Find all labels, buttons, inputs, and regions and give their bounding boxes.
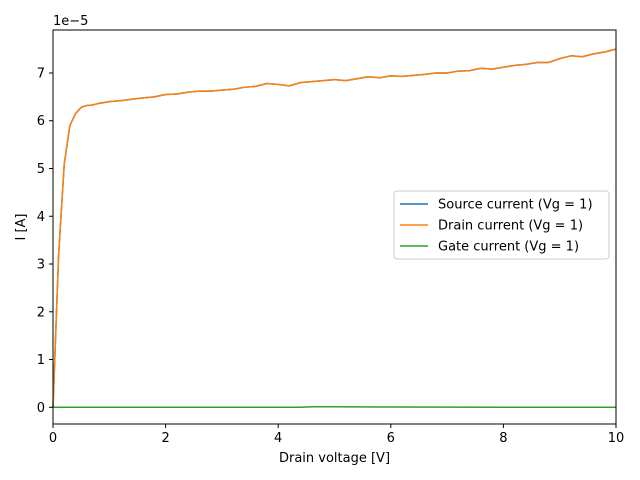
y-tick-label: 1 bbox=[37, 353, 45, 368]
y-tick-label: 7 bbox=[37, 66, 45, 81]
x-tick-label: 8 bbox=[499, 431, 507, 446]
y-tick-label: 0 bbox=[37, 401, 45, 416]
x-tick-label: 10 bbox=[608, 431, 625, 446]
x-axis-ticks: 0 2 4 6 8 10 bbox=[49, 424, 624, 446]
series-line-2 bbox=[52, 48, 617, 408]
y-axis-ticks: 0 1 2 3 4 5 6 7 bbox=[37, 66, 53, 416]
x-tick-label: 4 bbox=[274, 431, 282, 446]
legend-label-1: Source current (Vg = 1) bbox=[438, 198, 593, 213]
legend-label-3: Gate current (Vg = 1) bbox=[438, 240, 579, 255]
y-tick-label: 3 bbox=[37, 258, 45, 273]
legend-box bbox=[393, 190, 610, 260]
x-tick-label: 2 bbox=[161, 431, 169, 446]
y-axis-label: I [A] bbox=[14, 213, 29, 240]
axes-frame bbox=[52, 29, 617, 425]
x-tick-label: 6 bbox=[387, 431, 395, 446]
y-tick-label: 4 bbox=[37, 210, 45, 225]
y-tick-label: 2 bbox=[37, 305, 45, 320]
plot-lines bbox=[52, 48, 617, 409]
y-tick-label: 6 bbox=[37, 114, 45, 129]
legend-label-2: Drain current (Vg = 1) bbox=[438, 219, 583, 234]
x-axis-label: Drain voltage [V] bbox=[279, 451, 390, 466]
x-tick-label: 0 bbox=[49, 431, 57, 446]
y-tick-label: 5 bbox=[37, 162, 45, 177]
y-scale-label: 1e−5 bbox=[53, 14, 88, 29]
legend: Source current (Vg = 1) Drain current (Vg… bbox=[393, 190, 610, 260]
